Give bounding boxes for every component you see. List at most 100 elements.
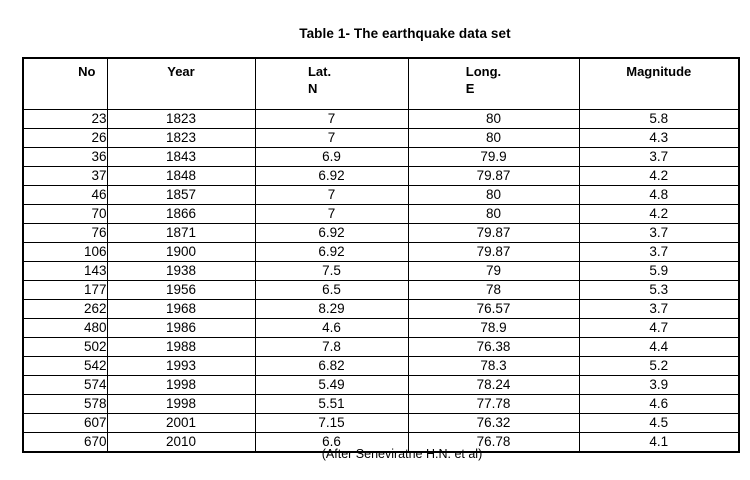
table-row: 143 1938 7.5 79 5.9 [22, 260, 740, 281]
cell-magnitude: 3.7 [578, 222, 740, 243]
header-row: No Year Lat. N Long. E Magnitude [22, 57, 740, 110]
table-header: No Year Lat. N Long. E Magnitude [22, 57, 740, 110]
cell-magnitude: 4.8 [578, 184, 740, 205]
table-row: 607 2001 7.15 76.32 4.5 [22, 412, 740, 433]
cell-lat: 5.49 [254, 374, 409, 395]
cell-year: 1900 [106, 241, 256, 262]
table-row: 670 2010 6.6 76.78 4.1 [22, 431, 740, 452]
cell-no: 542 [22, 355, 108, 376]
cell-year: 1968 [106, 298, 256, 319]
cell-magnitude: 5.2 [578, 355, 740, 376]
cell-year: 1823 [106, 108, 256, 129]
cell-lat: 8.29 [254, 298, 409, 319]
table-row: 76 1871 6.92 79.87 3.7 [22, 222, 740, 243]
cell-no: 70 [22, 203, 108, 224]
cell-no: 143 [22, 260, 108, 281]
cell-year: 1843 [106, 146, 256, 167]
cell-magnitude: 3.7 [578, 298, 740, 319]
cell-long: 76.38 [407, 336, 580, 357]
cell-no: 480 [22, 317, 108, 338]
cell-long: 78.9 [407, 317, 580, 338]
cell-lat: 6.5 [254, 279, 409, 300]
cell-long: 77.78 [407, 393, 580, 414]
cell-year: 1956 [106, 279, 256, 300]
cell-no: 578 [22, 393, 108, 414]
cell-lat: 7 [254, 184, 409, 205]
cell-lat: 6.9 [254, 146, 409, 167]
cell-magnitude: 4.3 [578, 127, 740, 148]
table-caption: (After Seneviratne H.N. et al) [321, 447, 483, 461]
cell-no: 670 [22, 431, 108, 452]
cell-no: 23 [22, 108, 108, 129]
cell-no: 26 [22, 127, 108, 148]
cell-lat: 7.15 [254, 412, 409, 433]
cell-year: 1986 [106, 317, 256, 338]
cell-magnitude: 5.9 [578, 260, 740, 281]
cell-lat: 7.5 [254, 260, 409, 281]
cell-year: 1857 [106, 184, 256, 205]
cell-magnitude: 4.5 [578, 412, 740, 433]
cell-magnitude: 4.1 [578, 431, 740, 452]
table-row: 46 1857 7 80 4.8 [22, 184, 740, 205]
cell-magnitude: 4.2 [578, 165, 740, 186]
cell-magnitude: 4.7 [578, 317, 740, 338]
table-row: 502 1988 7.8 76.38 4.4 [22, 336, 740, 357]
cell-long: 80 [407, 108, 580, 129]
header-label-lat: Lat. N [307, 64, 332, 96]
cell-no: 607 [22, 412, 108, 433]
table-row: 177 1956 6.5 78 5.3 [22, 279, 740, 300]
cell-lat: 7 [254, 108, 409, 129]
table-title: Table 1- The earthquake data set [299, 26, 511, 41]
cell-long: 80 [407, 127, 580, 148]
header-cell-no: No [22, 57, 108, 110]
cell-no: 36 [22, 146, 108, 167]
table-row: 262 1968 8.29 76.57 3.7 [22, 298, 740, 319]
header-label-no: No [78, 64, 96, 79]
cell-lat: 7 [254, 203, 409, 224]
cell-magnitude: 4.2 [578, 203, 740, 224]
header-cell-lat: Lat. N [254, 57, 409, 110]
cell-year: 1938 [106, 260, 256, 281]
header-label-long: Long. E [465, 64, 502, 96]
cell-lat: 6.92 [254, 165, 409, 186]
cell-lat: 6.92 [254, 222, 409, 243]
cell-lat: 7 [254, 127, 409, 148]
cell-magnitude: 4.4 [578, 336, 740, 357]
cell-no: 37 [22, 165, 108, 186]
earthquake-data-table: No Year Lat. N Long. E Magnitude 23 1823 7 80 5.8 2… [22, 57, 740, 453]
cell-year: 1998 [106, 393, 256, 414]
cell-year: 1993 [106, 355, 256, 376]
table-row: 23 1823 7 80 5.8 [22, 108, 740, 129]
cell-no: 46 [22, 184, 108, 205]
cell-lat: 6.6 [254, 431, 409, 452]
cell-year: 1988 [106, 336, 256, 357]
cell-no: 262 [22, 298, 108, 319]
cell-lat: 6.92 [254, 241, 409, 262]
cell-long: 79.9 [407, 146, 580, 167]
table-row: 542 1993 6.82 78.3 5.2 [22, 355, 740, 376]
cell-year: 2001 [106, 412, 256, 433]
cell-no: 502 [22, 336, 108, 357]
cell-long: 79.87 [407, 241, 580, 262]
table-row: 70 1866 7 80 4.2 [22, 203, 740, 224]
table-row: 480 1986 4.6 78.9 4.7 [22, 317, 740, 338]
cell-year: 1998 [106, 374, 256, 395]
table-body: 23 1823 7 80 5.8 26 1823 7 80 4.3 36 1843 6.9 79.9 3.7… [22, 108, 740, 452]
header-cell-long: Long. E [407, 57, 580, 110]
table-row: 106 1900 6.92 79.87 3.7 [22, 241, 740, 262]
table-row: 37 1848 6.92 79.87 4.2 [22, 165, 740, 186]
cell-long: 76.32 [407, 412, 580, 433]
cell-year: 1823 [106, 127, 256, 148]
cell-long: 78.24 [407, 374, 580, 395]
cell-magnitude: 5.8 [578, 108, 740, 129]
cell-long: 79.87 [407, 222, 580, 243]
cell-long: 79 [407, 260, 580, 281]
cell-year: 1871 [106, 222, 256, 243]
cell-no: 106 [22, 241, 108, 262]
table-row: 574 1998 5.49 78.24 3.9 [22, 374, 740, 395]
cell-long: 80 [407, 203, 580, 224]
cell-magnitude: 3.7 [578, 146, 740, 167]
table-row: 578 1998 5.51 77.78 4.6 [22, 393, 740, 414]
cell-year: 1848 [106, 165, 256, 186]
cell-no: 177 [22, 279, 108, 300]
